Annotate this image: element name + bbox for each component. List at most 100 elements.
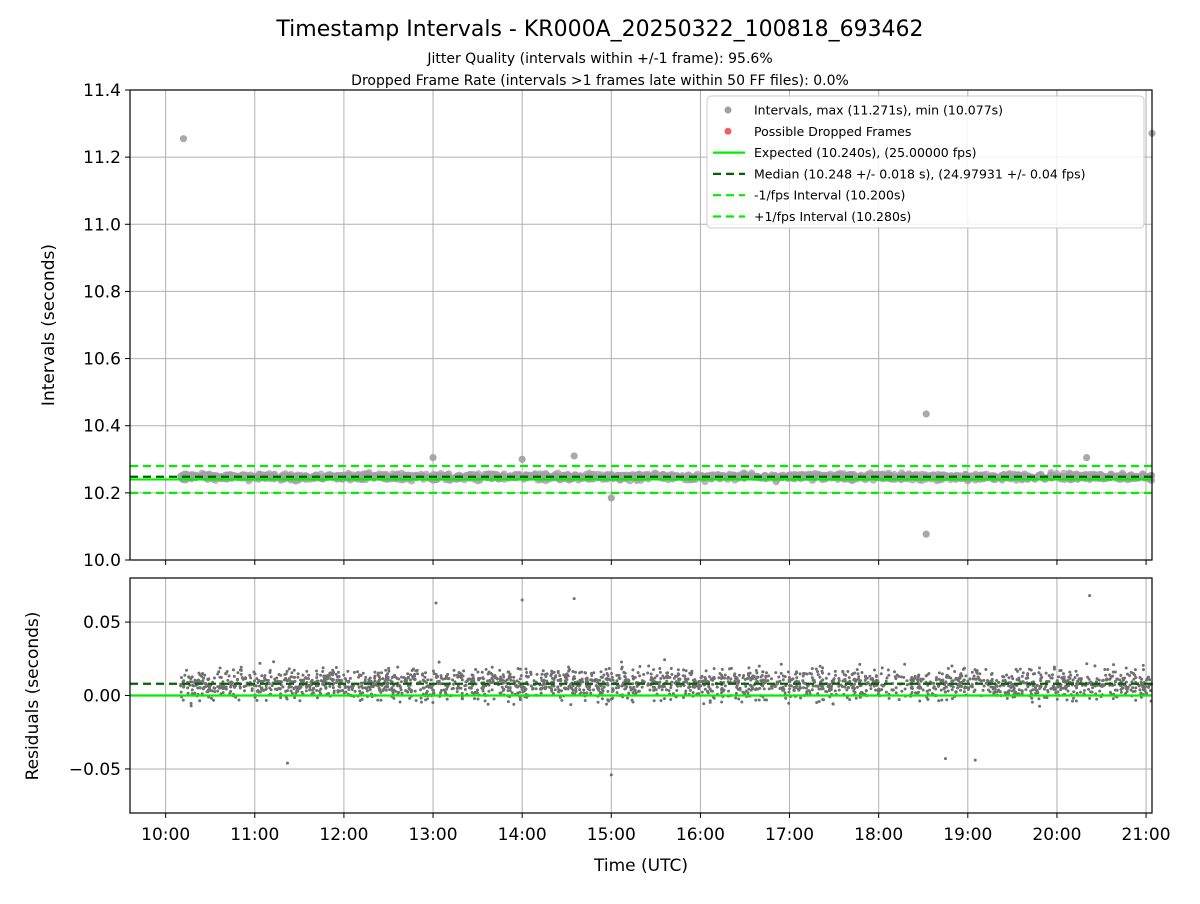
residual-point — [418, 680, 422, 684]
residual-point — [989, 685, 993, 689]
residual-point — [255, 698, 259, 702]
residual-point — [764, 698, 768, 702]
residual-point — [1119, 690, 1123, 694]
residual-point — [605, 702, 609, 706]
residual-point — [264, 687, 268, 691]
residual-point — [788, 687, 792, 691]
residual-point — [414, 699, 418, 703]
residual-point — [951, 679, 955, 683]
residual-point — [577, 684, 581, 688]
x-tick-label: 18:00 — [854, 825, 903, 845]
residual-point — [361, 671, 365, 675]
residual-point — [384, 668, 388, 672]
residual-point — [712, 696, 716, 700]
residual-point — [973, 677, 977, 681]
residual-outlier-point — [609, 773, 613, 777]
residual-point — [751, 674, 755, 678]
residual-point — [1113, 670, 1117, 674]
residual-point — [927, 672, 931, 676]
residual-point — [1065, 698, 1069, 702]
residual-point — [394, 675, 398, 679]
residual-point — [431, 688, 435, 692]
residual-point — [437, 679, 441, 683]
residual-point — [804, 686, 808, 690]
residual-point — [516, 667, 520, 671]
residual-point — [624, 686, 628, 690]
residual-point — [1049, 687, 1053, 691]
residual-point — [520, 687, 524, 691]
residual-point — [299, 678, 303, 682]
residual-point — [737, 680, 741, 684]
top-y-tick-label: 10.4 — [83, 417, 121, 437]
residual-point — [419, 688, 423, 692]
residual-point — [921, 688, 925, 692]
residual-point — [617, 676, 621, 680]
residual-point — [886, 668, 890, 672]
residual-point — [742, 673, 746, 677]
residual-point — [260, 680, 264, 684]
residual-point — [604, 667, 608, 671]
residual-point — [956, 683, 960, 687]
residual-point — [982, 678, 986, 682]
interval-outlier-point — [1083, 454, 1091, 462]
residual-point — [691, 691, 695, 695]
residual-point — [452, 668, 456, 672]
residual-point — [584, 680, 588, 684]
residual-point — [463, 687, 467, 691]
residual-point — [498, 668, 502, 672]
residual-point — [569, 682, 573, 686]
residual-point — [972, 690, 976, 694]
residual-point — [770, 686, 774, 690]
residual-point — [955, 677, 959, 681]
residual-point — [231, 668, 235, 672]
residual-point — [917, 683, 921, 687]
residual-point — [708, 700, 712, 704]
residual-point — [602, 673, 606, 677]
legend-marker — [724, 127, 732, 135]
residual-point — [526, 675, 530, 679]
residual-point — [196, 686, 200, 690]
residual-point — [834, 673, 838, 677]
residual-point — [937, 671, 941, 675]
bottom-x-ticks: 10:00 11:00 12:00 13:00 14:00 15:00 16:00 17:00… — [141, 813, 1171, 845]
residual-point — [501, 678, 505, 682]
residual-point — [1133, 689, 1137, 693]
residual-point — [542, 678, 546, 682]
residual-point — [515, 679, 519, 683]
residual-point — [594, 684, 598, 688]
residual-point — [437, 682, 441, 686]
residual-point — [874, 674, 878, 678]
residual-point — [651, 685, 655, 689]
residual-point — [334, 672, 338, 676]
residual-point — [686, 677, 690, 681]
residual-point — [827, 672, 831, 676]
residual-point — [550, 689, 554, 693]
residual-point — [445, 697, 449, 701]
residual-point — [626, 678, 630, 682]
residual-point — [1020, 674, 1024, 678]
residual-point — [821, 666, 825, 670]
residual-point — [1121, 678, 1125, 682]
residual-point — [481, 676, 485, 680]
residual-point — [197, 671, 201, 675]
residual-point — [1104, 673, 1108, 677]
residual-point — [664, 688, 668, 692]
residual-point — [532, 679, 536, 683]
residual-point — [787, 680, 791, 684]
interval-point — [303, 474, 311, 482]
residual-point — [717, 676, 721, 680]
residual-point — [381, 677, 385, 681]
residual-point — [962, 690, 966, 694]
residual-point — [1055, 697, 1059, 701]
residual-point — [783, 675, 787, 679]
residual-point — [946, 689, 950, 693]
residual-point — [903, 687, 907, 691]
residual-point — [611, 696, 615, 700]
residual-point — [953, 670, 957, 674]
residual-point — [321, 669, 325, 673]
residual-point — [631, 674, 635, 678]
residual-point — [666, 671, 670, 675]
residual-point — [1130, 680, 1134, 684]
residual-point — [1044, 685, 1048, 689]
residual-point — [383, 679, 387, 683]
